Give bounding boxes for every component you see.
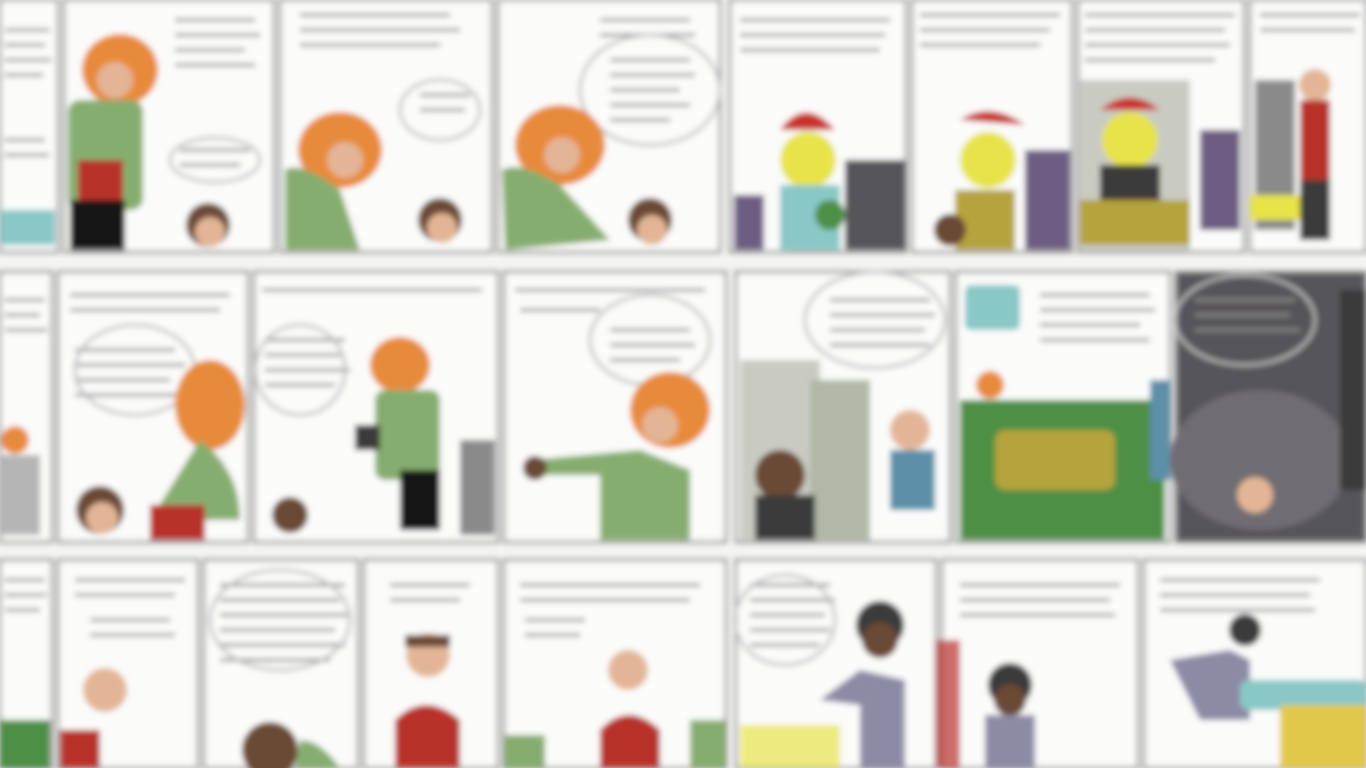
scenery-shape — [1150, 380, 1170, 480]
character-face — [327, 142, 363, 178]
character-head — [934, 214, 966, 246]
character-hair — [370, 337, 430, 393]
character-face — [427, 213, 457, 243]
character-head — [242, 722, 298, 768]
character-face — [642, 407, 678, 443]
character-hair — [175, 360, 245, 450]
scenery-rock — [845, 160, 905, 250]
character-pants — [400, 470, 440, 530]
comic-row-2 — [0, 270, 1366, 544]
character-shirt — [60, 730, 100, 768]
character-body — [1170, 650, 1250, 720]
character-body — [505, 735, 545, 768]
speech-bubble — [168, 33, 722, 184]
speech-text-scribble — [5, 578, 1320, 662]
character-body — [0, 455, 40, 535]
scenery-post — [935, 640, 960, 768]
character-face — [780, 132, 836, 188]
character-shirt — [150, 440, 240, 520]
character-accent — [78, 160, 123, 200]
character-face — [1102, 112, 1158, 168]
character-accent — [815, 200, 845, 230]
character-shirt — [530, 450, 690, 540]
character-shirt — [1300, 100, 1330, 180]
character-hair — [1, 426, 29, 454]
scenery-rock — [1025, 150, 1070, 250]
speech-bubble — [73, 270, 1317, 417]
scenery-column — [810, 380, 870, 540]
character-body — [1200, 130, 1240, 230]
character-pants — [70, 200, 125, 250]
character-face — [637, 215, 667, 245]
comic-row-3 — [0, 558, 1366, 768]
character-accent — [150, 505, 205, 540]
character-shirt — [985, 715, 1035, 768]
character-head — [1229, 614, 1261, 646]
character-face — [86, 502, 118, 534]
scenery-shape — [734, 195, 764, 250]
scenery-shadow — [1170, 390, 1350, 530]
scenery-shape — [1250, 195, 1300, 220]
character-face — [195, 217, 225, 247]
character-hat — [780, 112, 835, 130]
scenery-shape — [1340, 290, 1366, 490]
scenery-shape — [965, 285, 1020, 330]
character-shirt — [820, 670, 905, 768]
character-hand — [523, 456, 547, 480]
scenery-shape — [1280, 705, 1366, 768]
character-face — [1299, 69, 1331, 101]
character-face — [890, 410, 930, 450]
character-shirt — [285, 167, 360, 250]
speech-text-scribble — [5, 288, 1300, 397]
character-body — [755, 495, 815, 540]
speech-bubble — [208, 568, 837, 672]
scenery-water — [0, 210, 55, 245]
character-face — [608, 650, 648, 690]
character-hat — [1100, 97, 1160, 110]
character-face — [960, 132, 1016, 188]
scenery-ground — [1080, 200, 1190, 245]
comic-panel — [940, 558, 1140, 768]
character-face — [83, 668, 127, 712]
prop — [355, 425, 380, 450]
character-head — [755, 450, 805, 500]
character-face — [862, 622, 898, 658]
character-body — [0, 720, 50, 768]
scenery-shape — [1240, 680, 1366, 710]
character-pants — [1300, 180, 1330, 240]
character-hat — [960, 111, 1025, 125]
scenery-ground — [740, 725, 840, 768]
character-face — [994, 684, 1026, 716]
character-body — [890, 450, 935, 510]
character-hair — [976, 371, 1004, 399]
character-shirt — [600, 715, 660, 768]
character-shirt — [502, 167, 610, 250]
character-head — [272, 497, 308, 533]
character-face — [97, 62, 133, 98]
character-shirt — [295, 740, 340, 768]
character-shirt — [395, 705, 460, 768]
character-hair — [405, 635, 450, 647]
character-body — [955, 190, 1015, 250]
comic-row-1 — [0, 0, 1366, 254]
character-shirt — [375, 390, 440, 480]
scenery-post — [460, 440, 495, 535]
character-face — [544, 137, 580, 173]
character-face — [1237, 477, 1273, 513]
character-group — [995, 430, 1115, 490]
character-body — [690, 720, 725, 768]
